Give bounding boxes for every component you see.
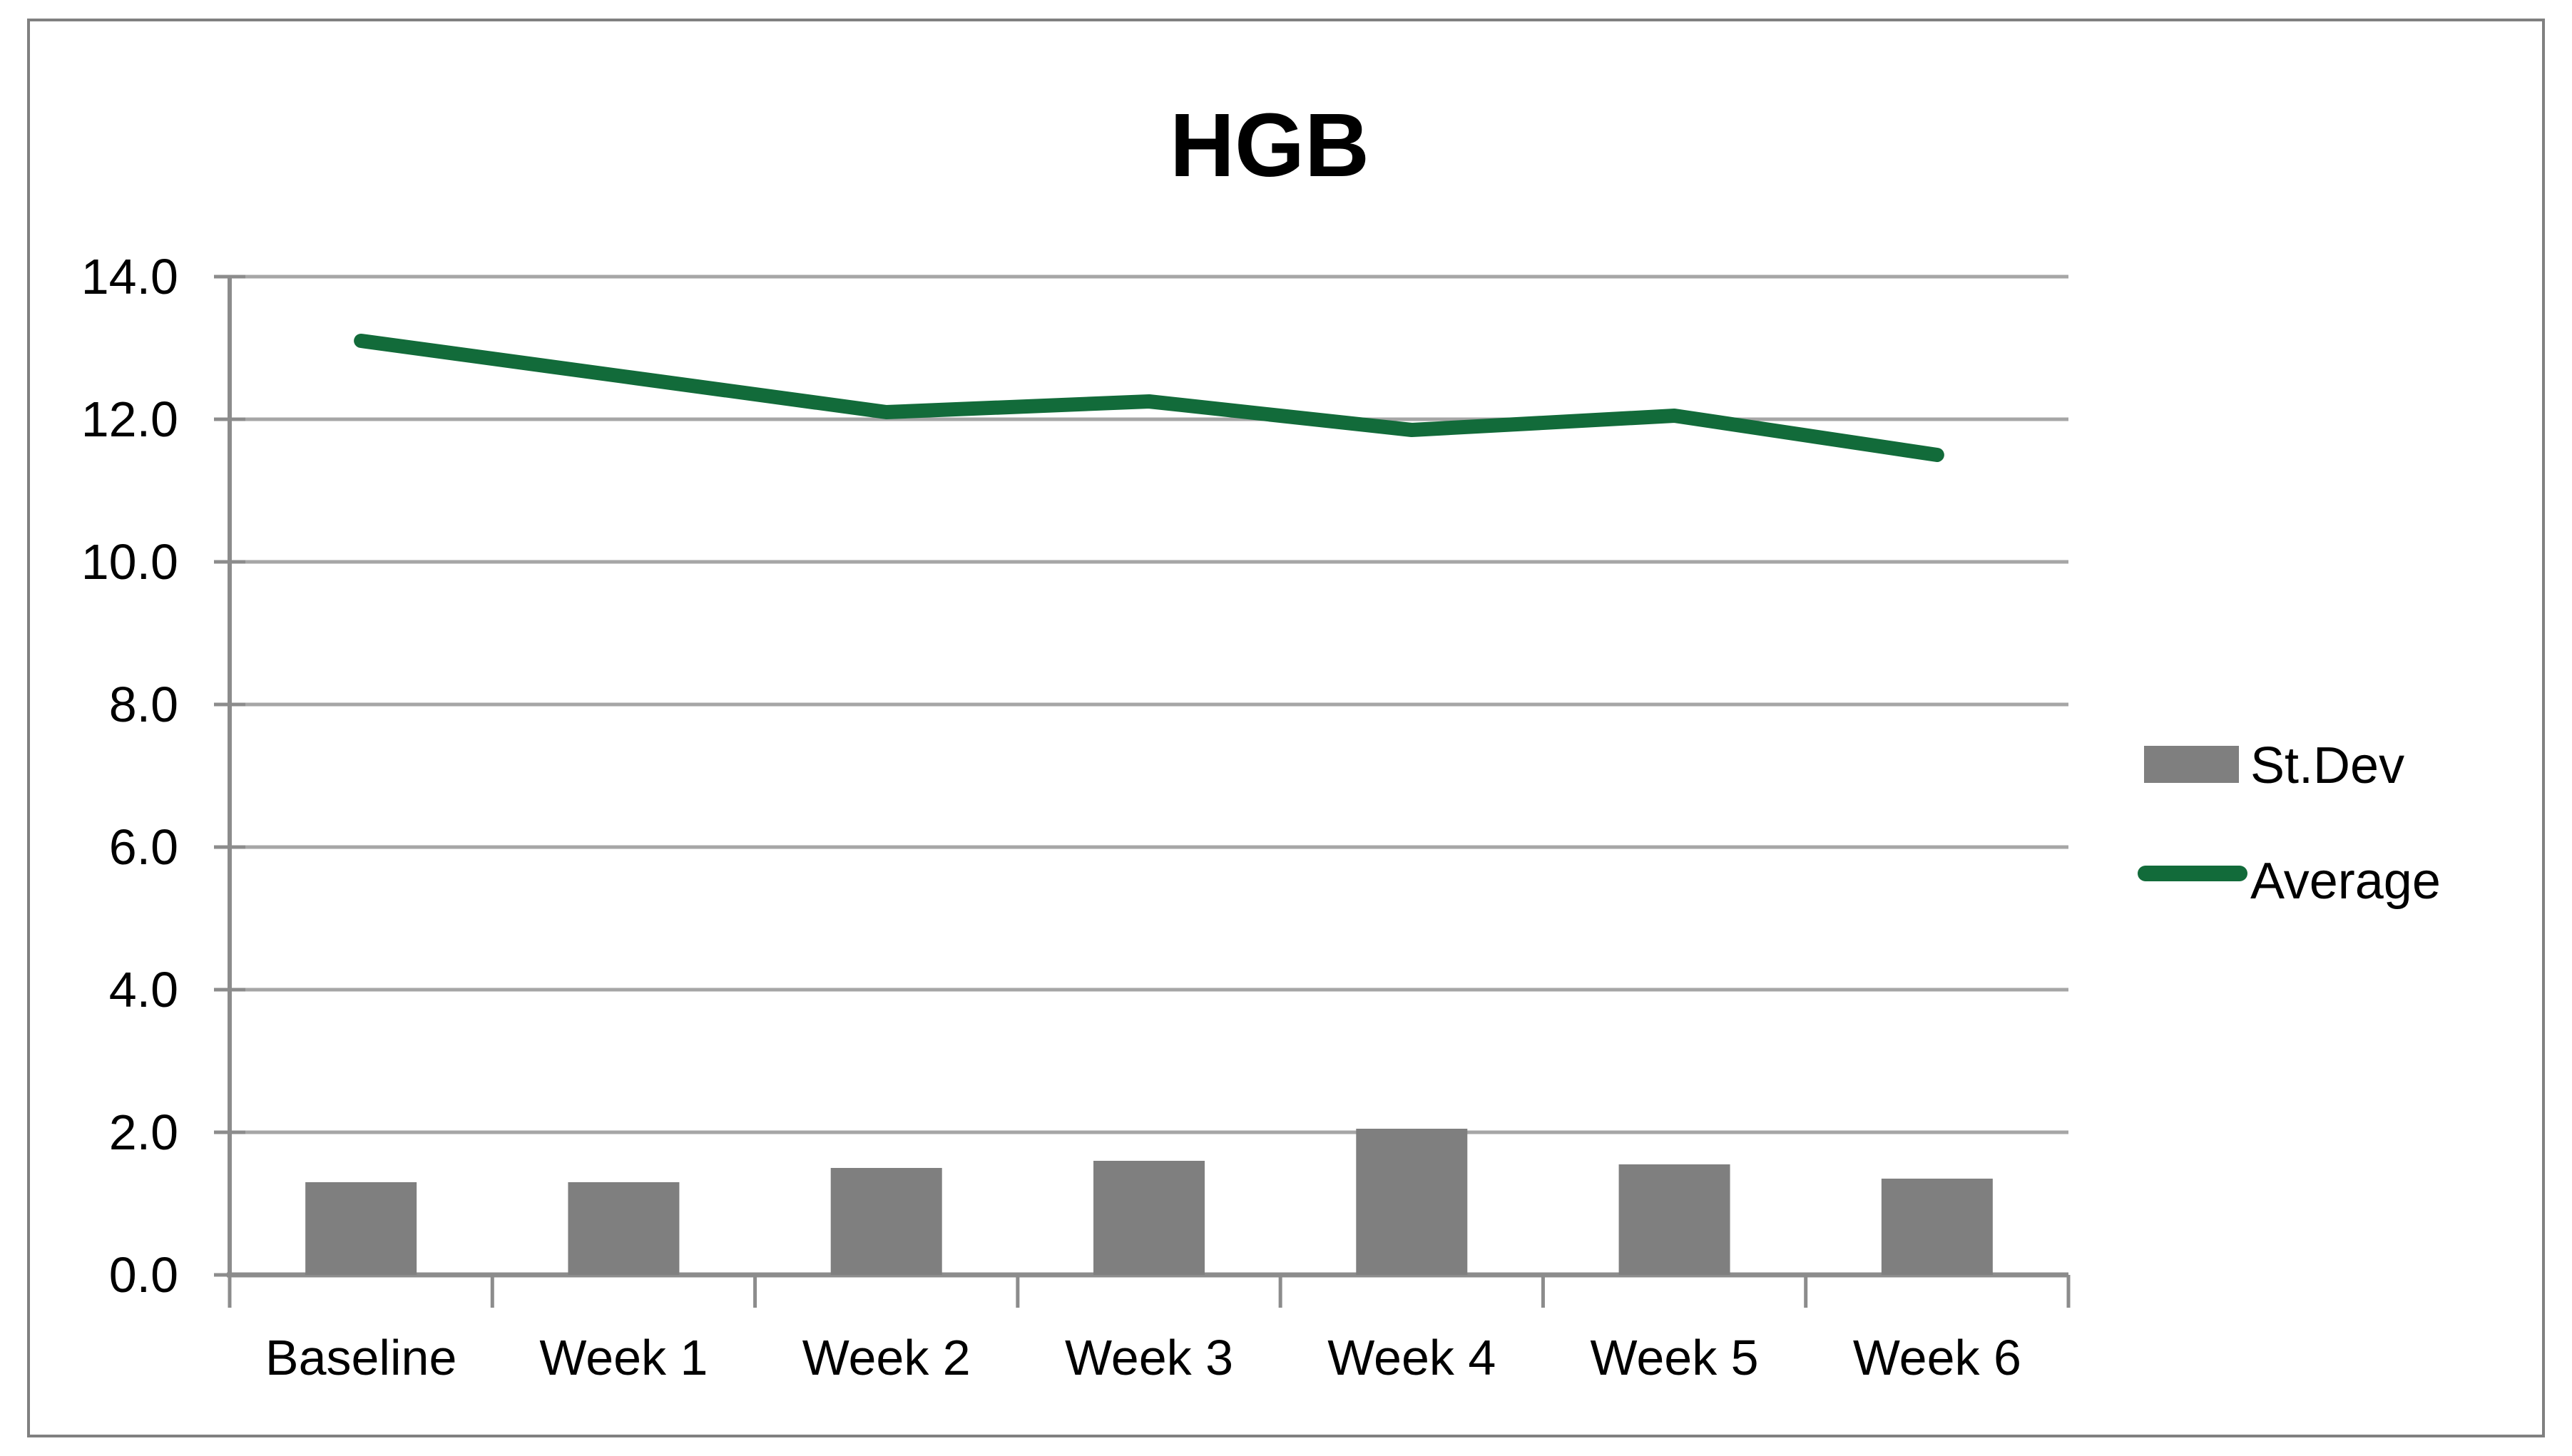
legend: St.Dev Average — [2138, 737, 2441, 910]
x-axis-label: Baseline — [265, 1330, 457, 1385]
x-axis-labels: Baseline Week 1 Week 2 Week 3 Week 4 Week 5 We… — [265, 1330, 2021, 1385]
x-axis-label: Week 1 — [539, 1330, 708, 1385]
stdev-bars — [305, 1129, 1993, 1275]
y-axis-tick-label: 8.0 — [109, 677, 178, 732]
chart-title: HGB — [1170, 95, 1369, 195]
y-axis-tick-label: 4.0 — [109, 962, 178, 1017]
y-axis-tick-labels: 0.0 2.0 4.0 6.0 8.0 10.0 12.0 14.0 — [81, 249, 178, 1303]
gridlines — [230, 275, 2068, 1134]
y-axis-tick-label: 14.0 — [81, 249, 178, 304]
y-axis-tick-label: 12.0 — [81, 391, 178, 447]
legend-label-average: Average — [2250, 853, 2441, 910]
stdev-bar — [830, 1168, 942, 1275]
stdev-bar — [1093, 1161, 1205, 1275]
stdev-bar — [305, 1182, 417, 1275]
y-axis-tick-label: 2.0 — [109, 1104, 178, 1160]
x-axis-label: Week 4 — [1327, 1330, 1496, 1385]
x-axis-label: Week 2 — [802, 1330, 971, 1385]
y-axis-tick-label: 6.0 — [109, 819, 178, 875]
y-axis-tick-label: 0.0 — [109, 1247, 178, 1303]
legend-label-stdev: St.Dev — [2250, 737, 2404, 794]
x-axis-label: Week 6 — [1853, 1330, 2021, 1385]
legend-swatch-stdev — [2144, 746, 2239, 783]
x-axis-label: Week 5 — [1591, 1330, 1759, 1385]
stdev-bar — [1618, 1164, 1730, 1275]
x-axis-label: Week 3 — [1065, 1330, 1233, 1385]
stdev-bar — [1356, 1129, 1468, 1275]
stdev-bar — [1881, 1179, 1993, 1275]
chart-border — [27, 19, 2545, 1437]
average-line — [354, 334, 1944, 462]
stdev-bar — [568, 1182, 680, 1275]
average-line-series — [354, 334, 1944, 462]
y-axis-tick-label: 10.0 — [81, 534, 178, 590]
